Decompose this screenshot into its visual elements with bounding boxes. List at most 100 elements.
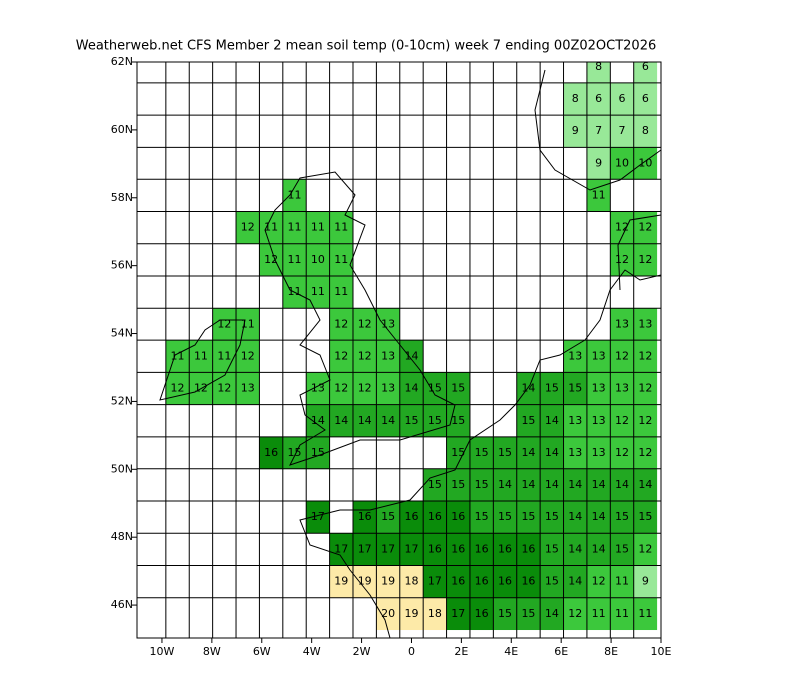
- cell-value: 15: [428, 478, 442, 491]
- cell: [633, 404, 658, 437]
- cell: [633, 468, 658, 502]
- cell-value: 11: [334, 253, 348, 266]
- cell: [516, 565, 541, 598]
- cell-value: 11: [171, 349, 185, 362]
- x-tick-label: 6W: [253, 645, 271, 658]
- cell: [540, 372, 564, 405]
- cell: [633, 372, 658, 405]
- cell: [633, 243, 658, 277]
- cell-value: 16: [498, 575, 512, 588]
- cell-value: 14: [521, 382, 535, 395]
- cell-value: 15: [545, 542, 559, 555]
- cell: [306, 436, 330, 470]
- cell-value: 14: [568, 542, 582, 555]
- cell: [493, 436, 517, 470]
- cell-value: 16: [358, 510, 372, 523]
- cell: [540, 565, 564, 598]
- cell-value: 14: [592, 542, 606, 555]
- cell: [586, 179, 611, 212]
- cell-value: 17: [428, 575, 442, 588]
- cell: [563, 372, 587, 405]
- cell-value: 7: [595, 124, 602, 137]
- cell: [540, 468, 564, 502]
- cell-value: 12: [638, 446, 652, 459]
- cell: [563, 533, 587, 566]
- cell: [352, 565, 377, 598]
- cell: [540, 436, 564, 470]
- cell-value: 10: [615, 156, 629, 169]
- cell-value: 15: [475, 510, 489, 523]
- cell-value: 12: [334, 382, 348, 395]
- cell-value: 16: [404, 510, 418, 523]
- cell-value: 15: [521, 414, 535, 427]
- cell: [493, 533, 517, 566]
- cell: [493, 597, 517, 631]
- cell-value: 12: [638, 221, 652, 234]
- cell-value: 14: [404, 382, 418, 395]
- cell-value: 12: [334, 317, 348, 330]
- coast-sweden: [617, 214, 662, 291]
- cell: [540, 404, 564, 437]
- cell: [633, 501, 658, 534]
- cell-value: 14: [568, 478, 582, 491]
- cell-value: 13: [568, 414, 582, 427]
- cell-value: 15: [568, 382, 582, 395]
- cell: [329, 404, 353, 437]
- plot-frame: [136, 61, 662, 639]
- cell: [399, 372, 424, 405]
- cell: [469, 501, 494, 534]
- cell-value: 14: [545, 478, 559, 491]
- cell-value: 12: [638, 382, 652, 395]
- cell: [633, 533, 658, 566]
- cell: [259, 436, 283, 470]
- cell: [633, 565, 658, 598]
- cell-value: 12: [194, 382, 208, 395]
- cell: [610, 404, 634, 437]
- cell: [516, 468, 541, 502]
- cell-value: 13: [568, 446, 582, 459]
- cell: [423, 533, 447, 566]
- cell: [469, 468, 494, 502]
- cell-value: 12: [638, 253, 652, 266]
- cell: [586, 340, 611, 373]
- cell-value: 15: [381, 510, 395, 523]
- cell: [399, 501, 424, 534]
- cell: [633, 597, 658, 631]
- cell: [282, 179, 307, 212]
- cell-value: 12: [217, 317, 231, 330]
- cell: [236, 340, 260, 373]
- cell-value: 12: [638, 349, 652, 362]
- cell-value: 12: [638, 414, 652, 427]
- cell-value: 15: [498, 446, 512, 459]
- cell-value: 11: [288, 285, 302, 298]
- cell: [446, 404, 470, 437]
- cell: [165, 372, 190, 405]
- y-tick-label: 60N: [111, 123, 133, 136]
- cell: [610, 211, 634, 244]
- cell: [329, 533, 353, 566]
- cell: [633, 340, 658, 373]
- cell-value: 12: [592, 575, 606, 588]
- cell: [610, 308, 634, 341]
- cell: [516, 404, 541, 437]
- cell-value: 13: [381, 349, 395, 362]
- cell-value: 16: [264, 446, 278, 459]
- y-tick-label: 50N: [111, 462, 133, 475]
- cell: [236, 308, 260, 341]
- cell: [586, 147, 611, 180]
- cell-value: 7: [619, 124, 626, 137]
- cell-value: 10: [638, 156, 652, 169]
- cell-value: 14: [568, 575, 582, 588]
- cell-value: 11: [264, 221, 278, 234]
- cell: [493, 468, 517, 502]
- cell-value: 14: [381, 414, 395, 427]
- cell: [469, 533, 494, 566]
- cell: [633, 82, 658, 116]
- cell: [563, 404, 587, 437]
- cell-value: 12: [264, 253, 278, 266]
- grid: [137, 62, 661, 638]
- cell: [329, 308, 353, 341]
- cell-value: 12: [241, 221, 255, 234]
- cell-value: 16: [451, 542, 465, 555]
- cell-value: 14: [404, 349, 418, 362]
